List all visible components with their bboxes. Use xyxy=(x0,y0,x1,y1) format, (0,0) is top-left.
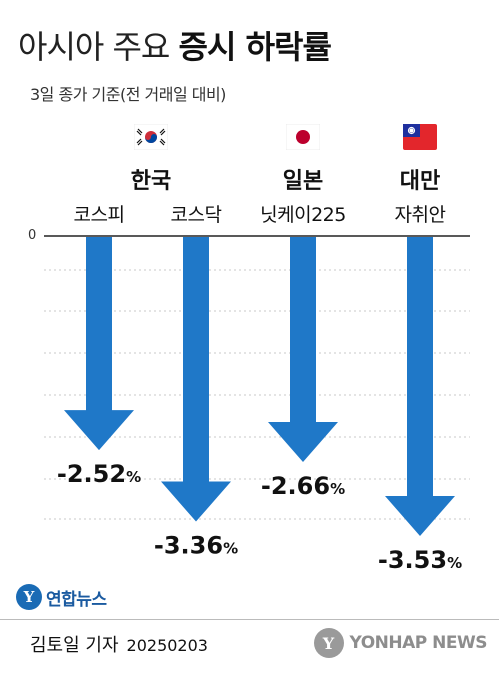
data-label-unit: % xyxy=(223,540,238,558)
country-label-taiwan: 대만 xyxy=(399,169,441,194)
index-label-kospi: 코스피 xyxy=(73,204,125,226)
arrow-bar-닛케이225 xyxy=(268,237,338,463)
arrow-bar-자취안 xyxy=(385,237,455,536)
data-label-unit: % xyxy=(447,554,462,572)
reporter-name: 김토일 기자 xyxy=(30,635,119,656)
data-label-unit: % xyxy=(330,480,345,498)
publish-date: 20250203 xyxy=(126,636,208,655)
byline: 김토일 기자 20250203 xyxy=(30,631,208,657)
yonhap-watermark: Y YONHAP NEWS xyxy=(313,628,488,658)
yonhap-logo-text: 연합뉴스 xyxy=(46,589,107,610)
korea-flag-icon xyxy=(134,124,168,150)
data-label-unit: % xyxy=(126,468,141,486)
data-label-value: -3.36 xyxy=(154,532,223,560)
data-label-코스피: -2.52% xyxy=(57,460,141,488)
data-label-자취안: -3.53% xyxy=(378,546,462,574)
chart-title: 아시아 주요 증시 하락률 xyxy=(18,22,332,68)
data-label-value: -3.53 xyxy=(378,546,447,574)
index-label-taiex: 자취안 xyxy=(394,204,446,226)
data-label-코스닥: -3.36% xyxy=(154,532,238,560)
arrow-bar-코스피 xyxy=(64,237,134,451)
data-label-닛케이225: -2.66% xyxy=(261,472,345,500)
data-label-value: -2.66 xyxy=(261,472,330,500)
yonhap-logo: Y 연합뉴스 xyxy=(16,584,107,610)
yonhap-watermark-icon: Y xyxy=(313,628,344,658)
arrow-bar-코스닥 xyxy=(161,237,231,522)
chart-subtitle: 3일 종가 기준(전 거래일 대비) xyxy=(30,85,226,104)
zero-axis-label: 0 xyxy=(28,228,37,243)
index-label-nikkei: 닛케이225 xyxy=(260,204,346,226)
title-light: 아시아 주요 xyxy=(18,28,170,66)
taiwan-flag-icon xyxy=(403,124,437,150)
country-label-korea: 한국 xyxy=(130,169,172,194)
yonhap-logo-icon: Y xyxy=(16,584,42,610)
data-label-value: -2.52 xyxy=(57,460,126,488)
title-bold: 증시 하락률 xyxy=(178,28,332,66)
country-label-japan: 일본 xyxy=(282,169,324,194)
index-label-kosdaq: 코스닥 xyxy=(170,204,222,226)
footer-divider xyxy=(0,619,499,620)
yonhap-watermark-text: YONHAP NEWS xyxy=(349,633,488,653)
japan-flag-icon xyxy=(286,124,320,150)
